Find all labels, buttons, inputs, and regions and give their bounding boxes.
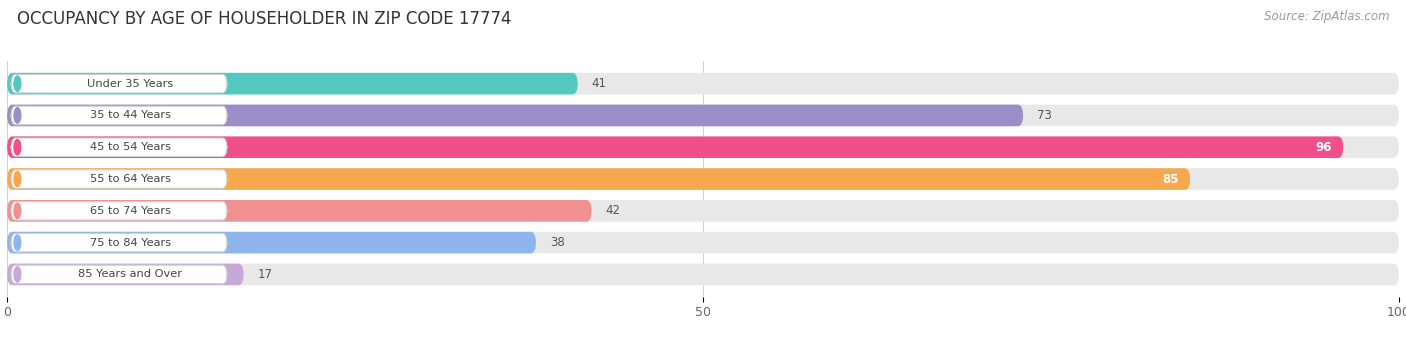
FancyBboxPatch shape [7, 200, 592, 222]
Text: 41: 41 [592, 77, 606, 90]
Text: OCCUPANCY BY AGE OF HOUSEHOLDER IN ZIP CODE 17774: OCCUPANCY BY AGE OF HOUSEHOLDER IN ZIP C… [17, 10, 512, 28]
Text: Source: ZipAtlas.com: Source: ZipAtlas.com [1264, 10, 1389, 23]
FancyBboxPatch shape [7, 168, 1191, 190]
FancyBboxPatch shape [11, 170, 226, 188]
FancyBboxPatch shape [7, 105, 1399, 126]
Text: 35 to 44 Years: 35 to 44 Years [90, 110, 170, 120]
Text: 38: 38 [550, 236, 565, 249]
FancyBboxPatch shape [11, 106, 226, 125]
Text: 96: 96 [1316, 141, 1331, 154]
Text: 75 to 84 Years: 75 to 84 Years [90, 238, 170, 248]
Circle shape [14, 108, 21, 123]
Text: 45 to 54 Years: 45 to 54 Years [90, 142, 170, 152]
Circle shape [14, 76, 21, 91]
FancyBboxPatch shape [7, 73, 578, 94]
FancyBboxPatch shape [7, 264, 1399, 285]
Text: 17: 17 [257, 268, 273, 281]
FancyBboxPatch shape [11, 265, 226, 284]
Circle shape [14, 235, 21, 250]
Text: 73: 73 [1038, 109, 1052, 122]
FancyBboxPatch shape [7, 73, 1399, 94]
FancyBboxPatch shape [11, 202, 226, 220]
FancyBboxPatch shape [7, 232, 1399, 253]
FancyBboxPatch shape [7, 136, 1399, 158]
Text: 85 Years and Over: 85 Years and Over [79, 269, 183, 279]
FancyBboxPatch shape [7, 200, 1399, 222]
Text: 65 to 74 Years: 65 to 74 Years [90, 206, 170, 216]
Circle shape [14, 267, 21, 282]
Circle shape [14, 203, 21, 219]
FancyBboxPatch shape [7, 264, 243, 285]
FancyBboxPatch shape [7, 232, 536, 253]
FancyBboxPatch shape [7, 136, 1343, 158]
Text: Under 35 Years: Under 35 Years [87, 79, 173, 89]
FancyBboxPatch shape [11, 138, 226, 157]
FancyBboxPatch shape [7, 168, 1399, 190]
Text: 42: 42 [606, 204, 620, 217]
Circle shape [14, 171, 21, 187]
Text: 85: 85 [1163, 173, 1180, 186]
FancyBboxPatch shape [11, 74, 226, 93]
Text: 55 to 64 Years: 55 to 64 Years [90, 174, 170, 184]
FancyBboxPatch shape [7, 105, 1024, 126]
Circle shape [14, 139, 21, 155]
FancyBboxPatch shape [11, 233, 226, 252]
